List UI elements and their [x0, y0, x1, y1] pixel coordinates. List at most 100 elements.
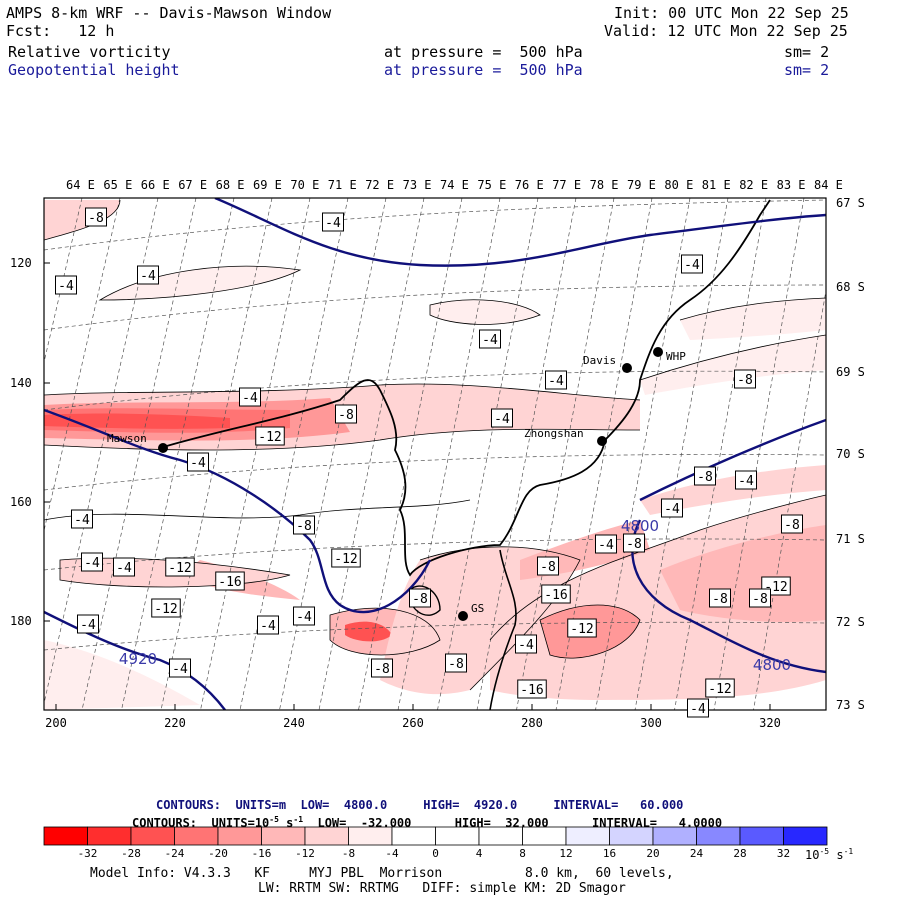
- field1-level: at pressure = 500 hPa: [384, 43, 583, 61]
- x-grid-label: 280: [521, 716, 543, 730]
- vorticity-label: -4: [515, 634, 537, 654]
- vorticity-label: -16: [541, 584, 571, 604]
- svg-text:-4: -4: [738, 474, 754, 489]
- svg-text:-8: -8: [540, 560, 556, 575]
- x-grid-label: 320: [759, 716, 781, 730]
- lat-label: 68 S: [836, 280, 865, 294]
- svg-text:-12: -12: [168, 561, 191, 576]
- field2-name: Geopotential height: [8, 61, 180, 79]
- vorticity-label: -8: [371, 658, 393, 678]
- svg-text:-4: -4: [190, 456, 206, 471]
- svg-text:-12: -12: [154, 602, 177, 617]
- svg-text:-4: -4: [482, 333, 498, 348]
- vorticity-label: -8: [537, 556, 559, 576]
- colorbar-tick: -4: [385, 847, 399, 860]
- vorticity-label: -16: [215, 571, 245, 591]
- svg-text:-12: -12: [334, 552, 357, 567]
- y-grid-label: 160: [10, 495, 32, 509]
- vorticity-label: -4: [257, 615, 279, 635]
- lat-label: 69 S: [836, 365, 865, 379]
- svg-text:-8: -8: [296, 519, 312, 534]
- vorticity-label: -4: [77, 614, 99, 634]
- height-contour-labels: 4920 4800 4800: [119, 517, 791, 674]
- vorticity-label: -4: [113, 557, 135, 577]
- svg-text:-8: -8: [412, 592, 428, 607]
- vorticity-label: -4: [169, 658, 191, 678]
- plot-title: AMPS 8-km WRF -- Davis-Mawson Window: [6, 4, 332, 22]
- x-grid-label: 260: [402, 716, 424, 730]
- svg-text:-8: -8: [712, 592, 728, 607]
- vorticity-label: -8: [749, 588, 771, 608]
- colorbar-tick: 4: [476, 847, 483, 860]
- lon-label: 77 E: [552, 178, 581, 192]
- colorbar-tick: -28: [121, 847, 141, 860]
- svg-text:-8: -8: [88, 211, 104, 226]
- svg-text:-4: -4: [664, 502, 680, 517]
- vorticity-label: -4: [293, 606, 315, 626]
- colorbar-unit: 10-5 s-1: [805, 847, 854, 862]
- svg-text:-8: -8: [448, 657, 464, 672]
- vorticity-label: -8: [293, 515, 315, 535]
- vorticity-label: -4: [55, 275, 77, 295]
- vorticity-label: -4: [322, 212, 344, 232]
- lon-label: 68 E: [216, 178, 245, 192]
- vorticity-label: -8: [694, 466, 716, 486]
- colorbar-tick: -32: [78, 847, 98, 860]
- vorticity-label: -12: [331, 548, 361, 568]
- lon-label: 83 E: [777, 178, 806, 192]
- y-grid-label: 180: [10, 614, 32, 628]
- svg-text:-4: -4: [518, 638, 534, 653]
- lon-label: 80 E: [664, 178, 693, 192]
- top-longitude-labels: 64 E 65 E 66 E 67 E 68 E 69 E 70 E 71 E 72 E 73 E…: [66, 178, 843, 192]
- height-contour-info: CONTOURS: UNITS=m LOW= 4800.0 HIGH= 4920…: [156, 798, 684, 812]
- station-zhongshan: Zhongshan: [524, 427, 607, 446]
- coastline: [159, 199, 771, 577]
- model-info: Model Info: V4.3.3 KF MYJ PBL Morrison: [90, 866, 443, 881]
- lon-label: 78 E: [590, 178, 619, 192]
- lon-label: 72 E: [365, 178, 394, 192]
- station-markers: Davis WHP Zhongshan Mawson GS: [107, 347, 686, 621]
- field1-name: Relative vorticity: [8, 43, 171, 61]
- lon-label: 82 E: [739, 178, 768, 192]
- lat-label: 73 S: [836, 698, 865, 712]
- vorticity-label: -12: [255, 426, 285, 446]
- lat-label: 72 S: [836, 615, 865, 629]
- station-whp: WHP: [653, 347, 686, 363]
- svg-text:-4: -4: [690, 702, 706, 717]
- left-grid-labels: 120 140 160 180: [10, 256, 50, 628]
- svg-text:-8: -8: [338, 408, 354, 423]
- svg-text:-4: -4: [494, 412, 510, 427]
- lon-label: 75 E: [477, 178, 506, 192]
- lon-label: 81 E: [702, 178, 731, 192]
- field2-smoothing: sm= 2: [784, 61, 830, 79]
- vorticity-contour-labels: -8 -4 -4 -4 -4 -4 -4 -4 -8 -8 -4 -12 -4 -8 -4 -4 -8 -4 -8 -…: [55, 207, 803, 718]
- lon-label: 76 E: [515, 178, 544, 192]
- svg-text:-4: -4: [58, 279, 74, 294]
- vorticity-label: -4: [735, 470, 757, 490]
- y-grid-label: 120: [10, 256, 32, 270]
- svg-text:-4: -4: [84, 556, 100, 571]
- vorticity-label: -4: [595, 534, 617, 554]
- svg-text:-4: -4: [172, 662, 188, 677]
- svg-text:-12: -12: [258, 430, 281, 445]
- field2-level: at pressure = 500 hPa: [384, 61, 583, 79]
- vorticity-label: -8: [734, 369, 756, 389]
- init-time: Init: 00 UTC Mon 22 Sep 25: [614, 4, 849, 22]
- vorticity-label: -4: [687, 698, 709, 718]
- station-davis: Davis: [583, 354, 632, 373]
- vorticity-label: -8: [335, 404, 357, 424]
- colorbar-tick: 8: [519, 847, 526, 860]
- lon-label: 74 E: [440, 178, 469, 192]
- right-latitude-labels: 67 S 68 S 69 S 70 S 71 S 72 S 73 S: [836, 196, 865, 712]
- vorticity-label: -4: [661, 498, 683, 518]
- svg-text:Zhongshan: Zhongshan: [524, 427, 584, 440]
- svg-text:-8: -8: [737, 373, 753, 388]
- vorticity-label: -8: [409, 588, 431, 608]
- vorticity-label: -4: [239, 387, 261, 407]
- valid-time: Valid: 12 UTC Mon 22 Sep 25: [604, 22, 848, 40]
- vorticity-label: -4: [71, 509, 93, 529]
- colorbar-cell: [783, 826, 828, 846]
- svg-text:-4: -4: [116, 561, 132, 576]
- lon-label: 64 E: [66, 178, 95, 192]
